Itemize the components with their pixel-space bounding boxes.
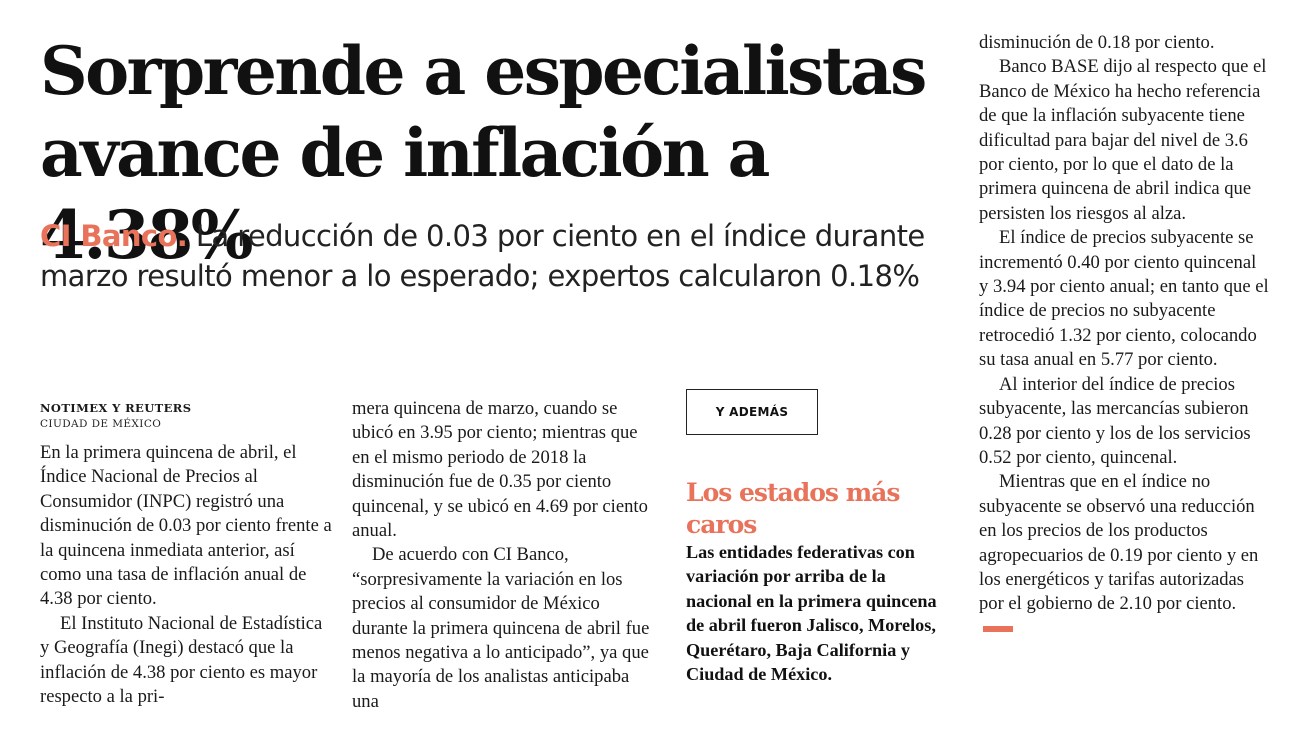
paragraph-last: Mientras que en el índice no subyacente …	[979, 470, 1269, 641]
byline: NOTIMEX Y REUTERS	[40, 401, 192, 415]
headline-line-2: avance de inflación a 4.38%	[40, 114, 770, 274]
headline-line-1: Sorprende a especialistas	[40, 32, 927, 110]
deck: CI Banco. La reducción de 0.03 por cient…	[40, 216, 970, 296]
article-column-4: disminución de 0.18 por ciento. Banco BA…	[979, 31, 1269, 641]
paragraph-last-text: Mientras que en el índice no subyacente …	[979, 471, 1259, 615]
dateline: CIUDAD DE MÉXICO	[40, 418, 162, 430]
article-column-1: En la primera quincena de abril, el Índi…	[40, 441, 335, 709]
paragraph: mera quincena de marzo, cuando se ubicó …	[352, 398, 648, 542]
headline: Sorprende a especialistas avance de infl…	[40, 30, 960, 276]
paragraph: disminución de 0.18 por ciento.	[979, 32, 1215, 53]
paragraph: El Instituto Nacional de Estadística y G…	[40, 612, 323, 708]
sidebar-title: Los estados más caros	[686, 478, 900, 539]
paragraph: Banco BASE dijo al respecto que el Banco…	[979, 56, 1267, 224]
paragraph: En la primera quincena de abril, el Índi…	[40, 442, 332, 610]
y-ademas-label: Y ADEMÁS	[686, 389, 818, 435]
deck-source: CI Banco.	[40, 219, 188, 253]
paragraph: Al interior del índice de precios subyac…	[979, 373, 1251, 468]
end-mark-icon	[983, 626, 1013, 633]
article-column-2: mera quincena de marzo, cuando se ubicó …	[352, 397, 652, 714]
deck-text: La reducción de 0.03 por ciento en el ín…	[40, 219, 925, 293]
paragraph: El índice de precios subyacente se incre…	[979, 227, 1269, 371]
paragraph: De acuerdo con CI Banco, “sorpresivament…	[352, 544, 650, 712]
sidebar-text: Las entidades federativas con variación …	[686, 542, 937, 685]
